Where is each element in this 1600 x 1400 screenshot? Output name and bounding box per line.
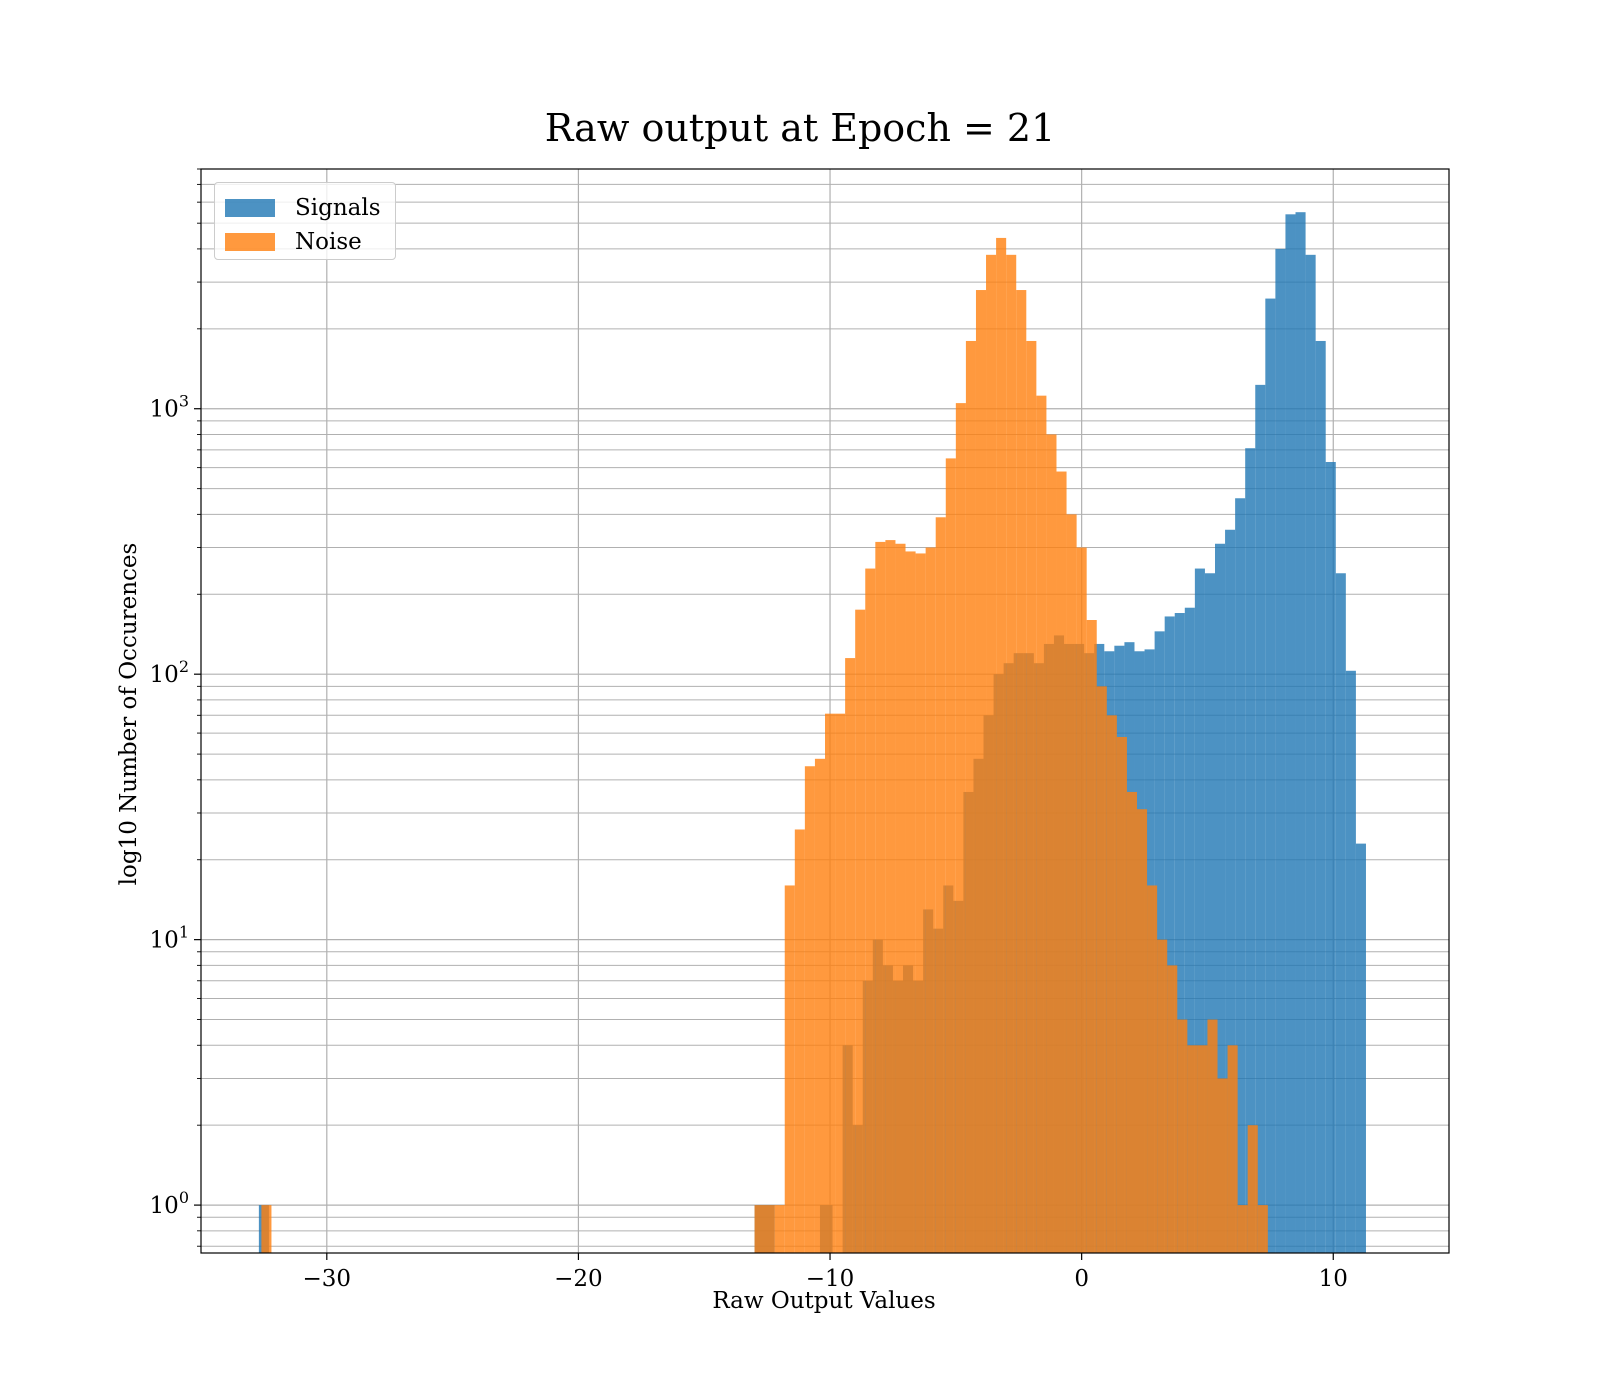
bar-noise — [1006, 254, 1017, 1253]
bar-noise — [1207, 1019, 1218, 1253]
bar-noise — [754, 1205, 775, 1253]
bar-noise — [845, 658, 856, 1253]
bar-signals — [1255, 384, 1266, 1253]
histogram-bars — [258, 212, 1366, 1254]
bar-noise — [1106, 715, 1117, 1253]
chart-title: Raw output at Epoch = 21 — [545, 106, 1056, 150]
bar-noise — [1217, 1078, 1228, 1253]
bar-noise — [784, 885, 795, 1253]
bar-signals — [1295, 212, 1306, 1253]
bar-signals — [1345, 670, 1356, 1253]
bar-noise — [1126, 791, 1137, 1253]
legend-item-noise: Noise — [225, 229, 362, 255]
y-tick-label: 103 — [150, 392, 189, 423]
bar-noise — [1157, 939, 1168, 1253]
y-axis-ticks: 100 101 102 103 — [150, 168, 201, 1247]
bar-noise — [814, 758, 825, 1253]
x-axis-ticks: −30 −20 −10 0 10 — [303, 1253, 1348, 1292]
bar-noise — [1066, 514, 1077, 1253]
bar-signals — [1275, 248, 1286, 1253]
bar-noise — [1147, 885, 1158, 1253]
bar-noise — [1076, 547, 1087, 1253]
legend-label-noise: Noise — [295, 229, 362, 255]
bar-noise — [261, 1205, 272, 1253]
bar-signals — [1285, 214, 1296, 1253]
bar-noise — [915, 553, 926, 1253]
x-axis-label: Raw Output Values — [712, 1288, 935, 1314]
bar-noise — [1197, 1045, 1208, 1253]
bar-signals — [1225, 529, 1236, 1253]
bar-noise — [774, 1205, 785, 1253]
y-tick-label: 102 — [150, 657, 189, 688]
bar-noise — [945, 458, 956, 1253]
bar-noise — [1116, 736, 1127, 1253]
bar-noise — [1096, 686, 1107, 1253]
x-tick-label: 10 — [1319, 1266, 1348, 1292]
bar-signals — [1174, 613, 1185, 1253]
legend: Signals Noise — [214, 182, 396, 260]
legend-swatch-signals — [225, 199, 275, 217]
legend-item-signals: Signals — [225, 195, 381, 221]
bar-noise — [804, 766, 815, 1253]
bar-noise — [1237, 1205, 1248, 1253]
x-tick-label: 0 — [1074, 1266, 1089, 1292]
bar-noise — [1227, 1045, 1238, 1253]
y-tick-label: 101 — [150, 923, 189, 954]
bar-noise — [885, 540, 896, 1253]
bar-noise — [986, 254, 997, 1253]
bar-signals — [1194, 568, 1205, 1253]
bar-noise — [1056, 471, 1067, 1253]
bar-noise — [1026, 340, 1037, 1253]
y-axis-label: log10 Number of Occurences — [116, 543, 142, 886]
bar-signals — [1355, 843, 1366, 1253]
x-tick-label: −10 — [806, 1266, 855, 1292]
bar-noise — [1086, 620, 1097, 1253]
bar-noise — [855, 609, 866, 1253]
legend-label-signals: Signals — [295, 195, 381, 221]
bar-noise — [905, 551, 916, 1253]
bar-signals — [1325, 461, 1336, 1253]
bar-noise — [875, 541, 886, 1253]
bar-noise — [1177, 1019, 1188, 1253]
x-tick-label: −20 — [554, 1266, 603, 1292]
bar-noise — [1247, 1125, 1258, 1253]
bar-noise — [1257, 1205, 1268, 1253]
bar-noise — [794, 829, 805, 1253]
bar-signals — [1204, 573, 1215, 1253]
bar-signals — [1184, 607, 1195, 1253]
legend-swatch-noise — [225, 233, 275, 251]
bar-signals — [1235, 498, 1246, 1253]
bar-signals — [1215, 543, 1226, 1253]
bar-signals — [1265, 298, 1276, 1254]
series-noise — [261, 237, 1268, 1254]
x-tick-label: −30 — [303, 1266, 352, 1292]
bar-noise — [895, 543, 906, 1253]
bar-noise — [1016, 290, 1027, 1253]
bar-noise — [996, 237, 1007, 1253]
bar-noise — [925, 547, 936, 1253]
bar-signals — [1164, 616, 1175, 1253]
bar-signals — [1245, 448, 1256, 1253]
bar-noise — [1187, 1045, 1198, 1253]
bar-noise — [975, 290, 987, 1253]
bar-noise — [865, 568, 876, 1253]
y-tick-label: 100 — [150, 1188, 189, 1219]
plot-frame — [200, 168, 1450, 1254]
bar-noise — [1167, 965, 1178, 1253]
bar-signals — [1335, 573, 1346, 1253]
bar-noise — [1137, 809, 1148, 1253]
bar-noise — [955, 403, 966, 1253]
bar-noise — [835, 713, 846, 1253]
bar-noise — [965, 340, 976, 1253]
bar-signals — [1315, 340, 1326, 1253]
bar-noise — [1046, 434, 1057, 1253]
bar-noise — [825, 713, 836, 1253]
bar-noise — [935, 517, 946, 1253]
bar-noise — [1036, 395, 1047, 1254]
bar-signals — [1305, 254, 1316, 1253]
